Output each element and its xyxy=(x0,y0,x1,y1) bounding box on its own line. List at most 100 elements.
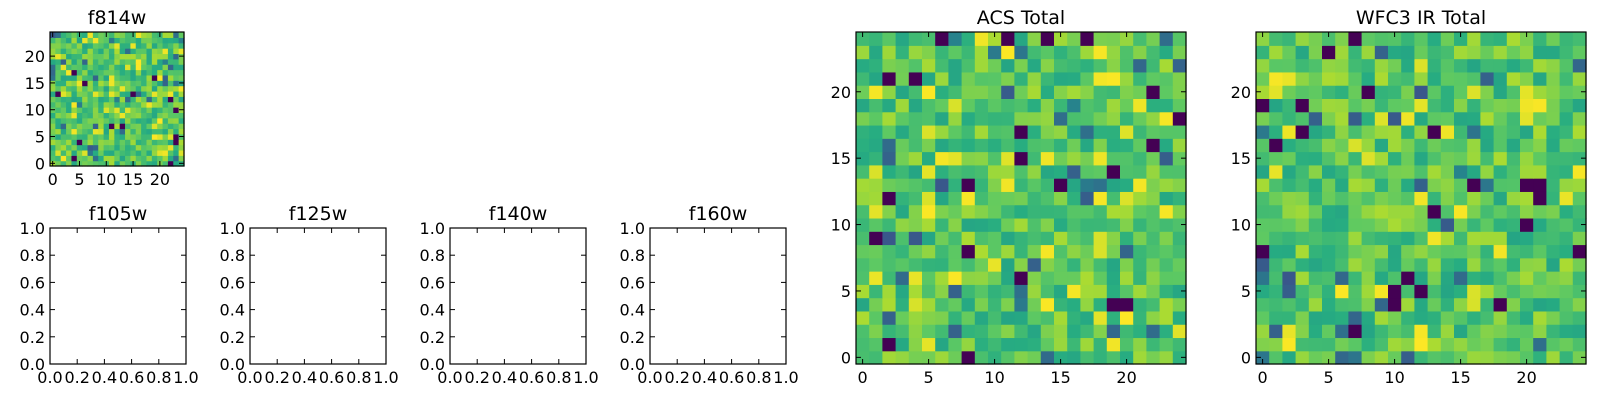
heatmap-cell xyxy=(895,217,910,232)
heatmap-cell xyxy=(98,144,105,151)
heatmap-cell xyxy=(1256,111,1270,126)
heatmap-cell xyxy=(87,74,94,81)
y-tick-label: 0.6 xyxy=(20,273,45,292)
heatmap-cell xyxy=(1067,178,1081,192)
heatmap-cell xyxy=(1106,350,1121,365)
heatmap-cell xyxy=(103,155,110,162)
heatmap-cell xyxy=(1454,271,1468,285)
heatmap-cell xyxy=(856,231,870,246)
heatmap-cell xyxy=(50,64,56,71)
heatmap-cell xyxy=(935,124,949,139)
heatmap-cell xyxy=(76,69,83,76)
heatmap-cell xyxy=(1040,324,1055,339)
heatmap-cell xyxy=(1269,164,1283,179)
heatmap-cell xyxy=(1269,231,1283,246)
heatmap-cell xyxy=(1520,310,1534,325)
heatmap-cell xyxy=(1067,164,1081,179)
heatmap-cell xyxy=(108,149,115,156)
heatmap-cell xyxy=(1322,111,1336,126)
heatmap-cell xyxy=(1454,164,1468,179)
heatmap-cell xyxy=(1120,32,1134,46)
heatmap-cell xyxy=(151,85,158,92)
heatmap-cell xyxy=(1172,58,1187,73)
panel-title: f105w xyxy=(89,203,148,225)
heatmap-cell xyxy=(1506,58,1521,73)
y-tick-label: 0.4 xyxy=(20,301,45,320)
heatmap-cell xyxy=(974,71,989,86)
axes-frame xyxy=(1255,31,1587,365)
heatmap-cell xyxy=(130,139,137,146)
x-tick-label: 20 xyxy=(150,170,170,189)
heatmap-cell xyxy=(1014,271,1029,285)
heatmap-cell xyxy=(87,112,94,119)
heatmap-cell xyxy=(1308,71,1323,86)
heatmap-cell xyxy=(895,244,910,259)
heatmap-cell xyxy=(146,160,153,167)
heatmap-cell xyxy=(92,80,99,87)
heatmap-cell xyxy=(1506,45,1521,60)
heatmap-cell xyxy=(1388,58,1402,73)
heatmap-cell xyxy=(157,85,164,92)
heatmap-cell xyxy=(1361,284,1376,299)
heatmap-cell xyxy=(1493,85,1508,99)
heatmap-cell xyxy=(1480,45,1495,60)
heatmap-cell xyxy=(1546,310,1561,325)
heatmap-cell xyxy=(1295,284,1310,299)
heatmap-cell xyxy=(162,107,169,113)
heatmap-cell xyxy=(1282,164,1297,179)
heatmap-cell xyxy=(76,117,83,124)
heatmap-cell xyxy=(1256,58,1270,73)
heatmap-cell xyxy=(60,74,67,81)
heatmap-cell xyxy=(948,284,963,299)
heatmap-cell xyxy=(988,284,1002,299)
heatmap-cell xyxy=(1467,98,1481,113)
heatmap-cell xyxy=(1080,151,1095,166)
heatmap-cell xyxy=(1506,85,1521,99)
heatmap-cell xyxy=(1054,71,1068,86)
heatmap-cell xyxy=(1080,310,1095,325)
heatmap-cell xyxy=(114,149,121,156)
heatmap-cell xyxy=(974,191,989,206)
heatmap-cell xyxy=(1506,310,1521,325)
heatmap-cell xyxy=(1133,32,1147,46)
heatmap-cell xyxy=(119,112,126,119)
heatmap-cell xyxy=(71,123,78,130)
heatmap-cell xyxy=(1440,45,1455,60)
heatmap-cell xyxy=(1493,244,1508,259)
heatmap-cell xyxy=(856,71,870,86)
heatmap-cell xyxy=(856,32,870,46)
heatmap-cell xyxy=(141,80,148,87)
heatmap-cell xyxy=(1322,138,1336,153)
y-tick-label: 20 xyxy=(25,47,45,66)
heatmap-cell xyxy=(1414,151,1429,166)
heatmap-cell xyxy=(1120,337,1134,352)
heatmap-cell xyxy=(1027,111,1042,126)
heatmap-cell xyxy=(1093,244,1108,259)
heatmap-cell xyxy=(103,64,110,71)
heatmap-cell xyxy=(882,271,897,285)
heatmap-cell xyxy=(76,149,83,156)
heatmap-cell xyxy=(1401,350,1415,365)
heatmap-cell xyxy=(135,101,142,108)
heatmap-cell xyxy=(1572,204,1587,219)
heatmap-cell xyxy=(1572,337,1587,352)
heatmap-cell xyxy=(1093,58,1108,73)
heatmap-cell xyxy=(1067,350,1081,365)
heatmap-cell xyxy=(974,231,989,246)
heatmap-cell xyxy=(135,90,142,97)
heatmap-cell xyxy=(961,297,976,312)
heatmap-cell xyxy=(1014,297,1029,312)
heatmap-cell xyxy=(908,32,923,46)
heatmap-cell xyxy=(151,48,158,55)
heatmap-cell xyxy=(1374,244,1389,259)
heatmap-cell xyxy=(1546,71,1561,86)
heatmap-cell xyxy=(141,112,148,119)
heatmap-cell xyxy=(1374,45,1389,60)
heatmap-cell xyxy=(135,123,142,130)
heatmap-cell xyxy=(1480,138,1495,153)
heatmap-cell xyxy=(1001,350,1015,365)
heatmap-cell xyxy=(1374,284,1389,299)
heatmap-cell xyxy=(1093,71,1108,86)
heatmap-cell xyxy=(935,58,949,73)
